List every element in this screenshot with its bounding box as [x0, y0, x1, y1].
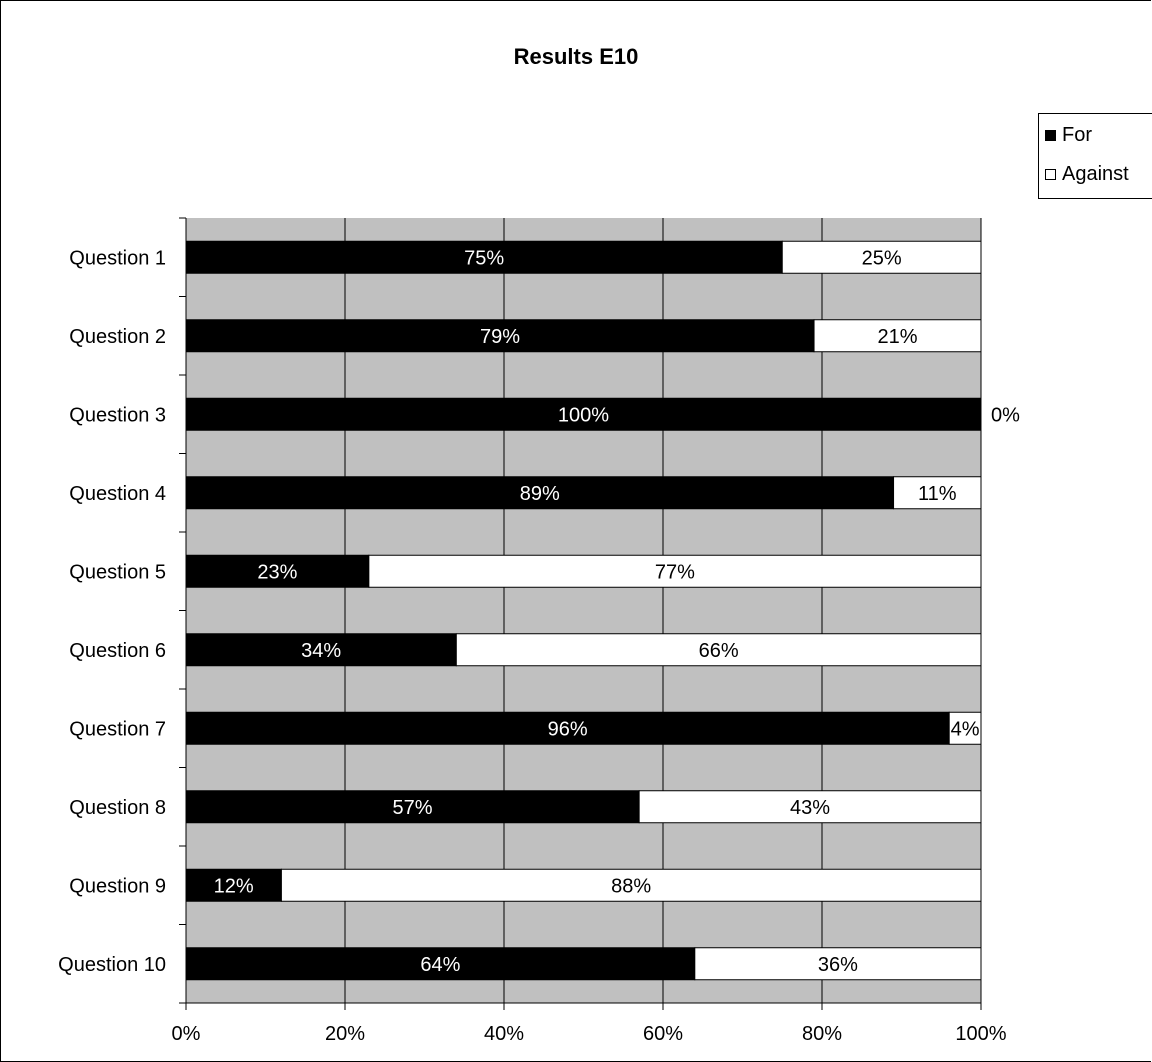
- y-tick-label: Question 6: [69, 640, 166, 662]
- bar-for: [185, 868, 282, 902]
- data-label-against: 11%: [918, 483, 957, 505]
- data-label-against: 21%: [878, 326, 918, 348]
- bar-against: [813, 319, 982, 353]
- legend-label-against: Against: [1062, 162, 1129, 185]
- y-tick-label: Question 3: [69, 404, 166, 426]
- data-label-for: 89%: [520, 483, 560, 505]
- data-label-for: 96%: [548, 718, 588, 740]
- data-label-for: 100%: [558, 404, 609, 426]
- legend-item-for: For: [1045, 123, 1092, 147]
- y-tick-label: Question 4: [69, 483, 166, 505]
- y-tick-label: Question 2: [69, 326, 166, 348]
- data-label-against: 43%: [790, 797, 830, 819]
- x-tick-label: 20%: [325, 1023, 365, 1045]
- bar-for: [185, 790, 640, 824]
- y-tick-label: Question 7: [69, 718, 166, 740]
- data-label-for: 23%: [257, 561, 297, 583]
- y-tick-label: Question 10: [58, 954, 166, 976]
- data-label-against: 4%: [951, 718, 980, 740]
- bar-against: [694, 947, 982, 981]
- x-tick-label: 100%: [955, 1023, 1006, 1045]
- x-tick-label: 80%: [802, 1023, 842, 1045]
- legend-swatch-against: [1045, 168, 1056, 180]
- bar-against: [455, 633, 982, 667]
- x-tick-label: 0%: [172, 1023, 201, 1045]
- data-label-for: 12%: [214, 875, 254, 897]
- data-label-for: 34%: [301, 640, 341, 662]
- legend-label-for: For: [1062, 123, 1092, 146]
- data-label-against: 66%: [699, 640, 739, 662]
- data-label-against: 0%: [991, 404, 1020, 426]
- bar-against: [781, 240, 982, 274]
- data-label-against: 77%: [655, 561, 695, 583]
- data-label-against: 36%: [818, 954, 858, 976]
- data-label-for: 79%: [480, 326, 520, 348]
- y-tick-label: Question 5: [69, 561, 166, 583]
- bar-against: [948, 711, 982, 745]
- legend-item-against: Against: [1045, 162, 1129, 186]
- bar-for: [185, 397, 982, 431]
- data-label-for: 75%: [464, 247, 504, 269]
- y-tick-label: Question 1: [69, 247, 166, 269]
- data-label-for: 57%: [393, 797, 433, 819]
- bar-against: [893, 476, 982, 510]
- legend: For Against: [1038, 113, 1152, 199]
- bar-against: [280, 868, 982, 902]
- y-tick-label: Question 9: [69, 875, 166, 897]
- data-label-against: 25%: [862, 247, 902, 269]
- data-label-against: 88%: [611, 875, 651, 897]
- bar-against: [368, 554, 982, 588]
- bar-for: [185, 554, 370, 588]
- x-tick-label: 40%: [484, 1023, 524, 1045]
- data-label-for: 64%: [420, 954, 460, 976]
- x-tick-label: 60%: [643, 1023, 683, 1045]
- chart-title: Results E10: [513, 44, 639, 69]
- y-tick-label: Question 8: [69, 797, 166, 819]
- bar-against: [638, 790, 982, 824]
- legend-swatch-for: [1045, 129, 1056, 141]
